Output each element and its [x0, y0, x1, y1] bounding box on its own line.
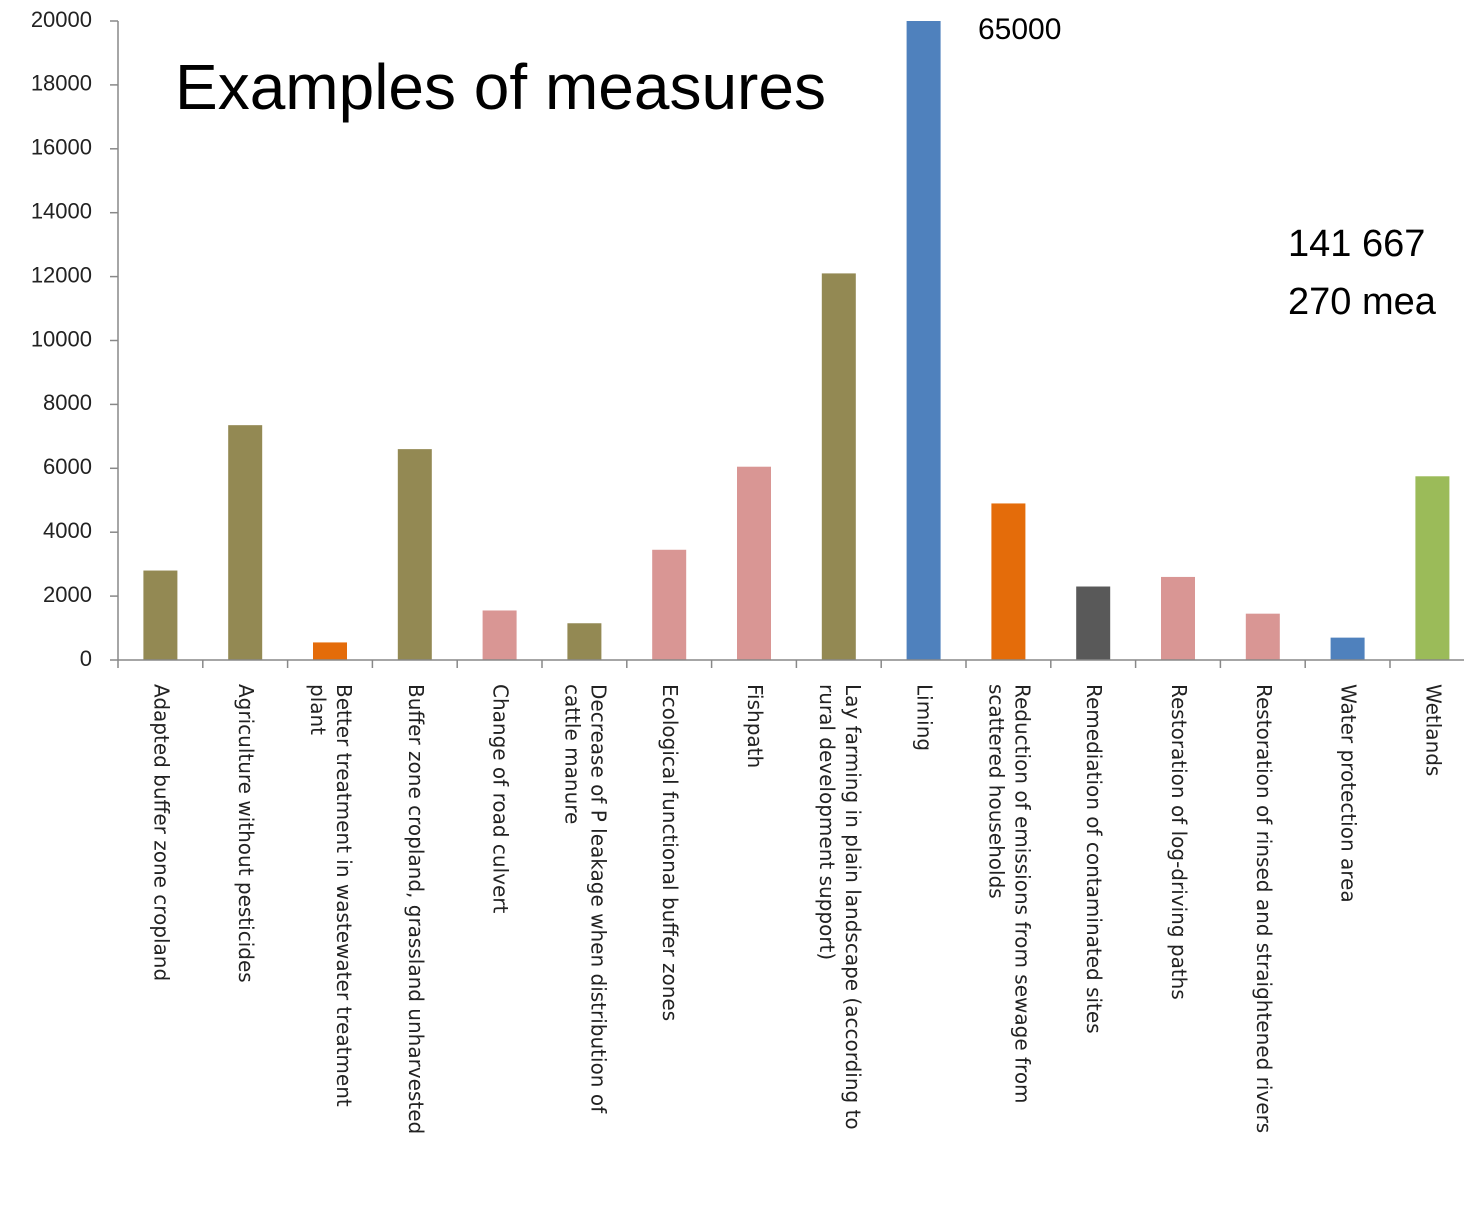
x-tick-label: Remediation of contaminated sites [1083, 684, 1107, 1034]
bar [1245, 613, 1280, 660]
y-tick-label: 8000 [43, 390, 92, 415]
y-tick-label: 20000 [31, 7, 92, 32]
bar [482, 610, 517, 660]
x-tick-label: Restoration of rinsed and straightened r… [1252, 684, 1276, 1133]
x-tick-label: Adapted buffer zone cropland [150, 684, 174, 981]
y-tick-label: 14000 [31, 199, 92, 224]
bar [313, 642, 347, 660]
y-tick-label: 10000 [31, 326, 92, 351]
y-tick-label: 4000 [43, 518, 92, 543]
x-tick-label: Water protection area [1337, 684, 1361, 903]
y-tick-label: 2000 [43, 582, 92, 607]
x-tick-label: Lay farming in plain landscape (accordin… [815, 684, 865, 1130]
x-tick-label: Wetlands [1422, 684, 1446, 776]
annotation: 65000 [978, 13, 1061, 46]
bar [737, 466, 771, 660]
plot-area [143, 21, 1450, 660]
x-tick-label: Change of road culvert [489, 684, 513, 913]
x-tick-label: Liming [913, 684, 937, 751]
bar [143, 570, 178, 660]
x-tick-label: Decrease of P leakage when distribution … [561, 684, 611, 1114]
x-tick-label: Better treatment in wastewater treatment… [307, 684, 357, 1107]
y-tick-label: 6000 [43, 454, 92, 479]
bar [1161, 576, 1195, 660]
bar [228, 425, 263, 660]
bar [1076, 586, 1111, 660]
annotation: 141 667 [1288, 223, 1425, 265]
bar [1330, 637, 1365, 660]
chart-title: Examples of measures [175, 51, 826, 123]
bar [821, 273, 856, 660]
x-tick-label: Fishpath [744, 684, 768, 768]
x-tick-label: Restoration of log-driving paths [1168, 684, 1192, 1000]
annotation: 270 mea [1288, 281, 1437, 323]
y-tick-label: 12000 [31, 262, 92, 287]
bar [652, 549, 687, 660]
x-tick-label: Agriculture without pesticides [235, 684, 259, 983]
y-tick-label: 18000 [31, 71, 92, 96]
bar [991, 503, 1026, 660]
bar [1415, 476, 1450, 660]
x-tick-label: Buffer zone cropland, grassland unharves… [404, 684, 428, 1134]
y-tick-label: 16000 [31, 135, 92, 160]
bar [567, 623, 602, 660]
bar [906, 21, 941, 660]
bar [397, 449, 432, 660]
y-tick-label: 0 [80, 646, 92, 671]
x-tick-label: Ecological functional buffer zones [659, 684, 683, 1021]
x-tick-label: Reduction of emissions from sewage froms… [985, 684, 1035, 1104]
